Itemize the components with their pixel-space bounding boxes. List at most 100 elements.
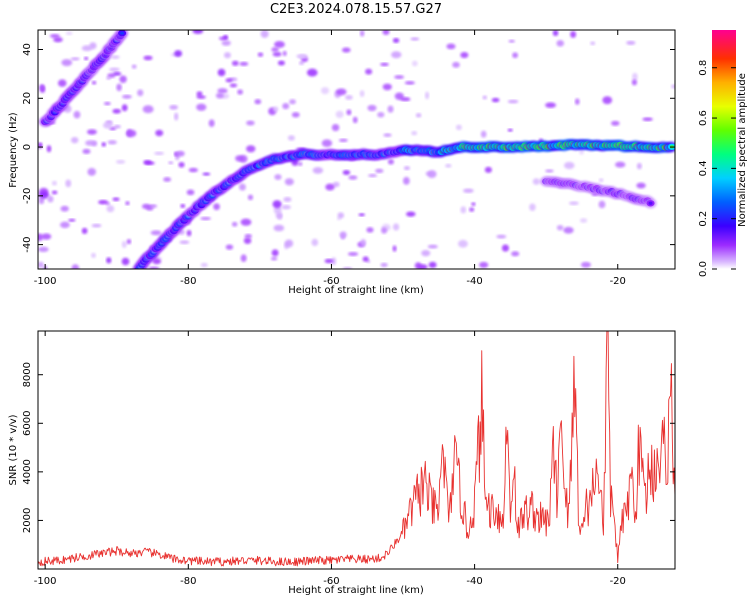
snr-y-tick-label: 4000 [22, 459, 33, 484]
noise-blob [358, 213, 365, 217]
noise-blob [642, 117, 653, 121]
noise-blob [143, 160, 152, 165]
noise-blob [574, 98, 580, 105]
noise-blob [299, 61, 305, 65]
noise-blob [215, 92, 224, 99]
noise-blob [126, 129, 132, 137]
spectrogram-y-ticks: -40 -20 0 20 40 [22, 43, 675, 253]
noise-blob [272, 200, 282, 209]
noise-blob [602, 96, 613, 105]
noise-blob [512, 52, 519, 59]
noise-blob [570, 30, 577, 38]
noise-blob [380, 262, 388, 268]
noise-blob [126, 238, 132, 245]
noise-blob [192, 30, 204, 34]
noise-blob [200, 262, 208, 268]
noise-blob [471, 202, 476, 206]
noise-blob [70, 57, 80, 61]
noise-blob [387, 105, 394, 113]
noise-blob [65, 31, 73, 36]
noise-blob [273, 106, 279, 112]
noise-blob [579, 218, 588, 223]
noise-blob [332, 181, 340, 188]
noise-blob [155, 129, 164, 137]
noise-blob [460, 51, 469, 59]
noise-blob [563, 226, 574, 234]
noise-blob [360, 238, 367, 247]
noise-blob [312, 167, 324, 174]
noise-blob [65, 179, 72, 188]
noise-blob [352, 116, 358, 124]
noise-blob [458, 239, 468, 248]
noise-blob [626, 40, 636, 45]
spectrogram-x-tick-label: -20 [610, 276, 626, 287]
noise-blob [141, 203, 151, 210]
noise-blob [131, 64, 137, 69]
noise-blob [61, 59, 73, 67]
noise-blob [289, 99, 296, 105]
noise-blob [102, 122, 113, 129]
noise-blob [238, 183, 246, 191]
noise-blob [482, 95, 487, 100]
noise-blob [277, 60, 285, 66]
noise-blob [462, 188, 474, 193]
noise-blob [414, 262, 422, 269]
noise-blob [82, 148, 91, 154]
noise-blob [484, 166, 492, 173]
noise-blob [306, 68, 318, 77]
spectrogram-y-tick-label: 0 [22, 144, 33, 150]
noise-blob [382, 30, 390, 35]
noise-blob [532, 178, 540, 185]
noise-blob [341, 47, 351, 53]
noise-blob [179, 240, 190, 245]
noise-blob [38, 233, 44, 241]
snr-x-tick-label: -60 [323, 576, 339, 587]
spectrogram-heat-layer [38, 30, 675, 269]
noise-blob [41, 233, 52, 240]
snr-x-tick-label: -100 [34, 576, 57, 587]
noise-blob [221, 40, 231, 46]
snr-y-label: SNR (10 * v/v) [8, 414, 19, 485]
spectrogram-y-tick-label: -40 [22, 236, 33, 252]
spectrogram-y-label: Frequency (Hz) [8, 112, 19, 188]
noise-blob [580, 261, 591, 268]
noise-blob [291, 112, 300, 118]
noise-blob [556, 224, 564, 231]
spectrogram-x-tick-label: -40 [466, 276, 482, 287]
spectrogram-x-tick-label: -60 [323, 276, 339, 287]
noise-blob [274, 174, 282, 181]
noise-blob [590, 41, 596, 46]
noise-blob [339, 231, 347, 239]
noise-blob [501, 244, 510, 252]
noise-blob [225, 78, 233, 83]
noise-blob [511, 251, 520, 257]
colorbar-tick-label: 0.8 [698, 60, 709, 76]
noise-blob [174, 50, 183, 57]
noise-blob [169, 104, 179, 110]
noise-blob [225, 244, 234, 250]
noise-blob [240, 254, 247, 262]
colorbar-ticks: 0.0 0.2 0.4 0.6 0.8 [698, 60, 736, 277]
noise-blob [406, 211, 416, 217]
noise-blob [188, 167, 198, 173]
snr-x-tick-label: -40 [466, 576, 482, 587]
spectrogram-x-ticks: -100 -80 -60 -40 -20 [34, 30, 626, 287]
snr-x-tick-label: -20 [610, 576, 626, 587]
noise-blob [107, 140, 117, 145]
spectrogram-y-tick-label: 40 [22, 43, 33, 56]
noise-blob [106, 205, 115, 213]
noise-blob [240, 218, 252, 226]
noise-blob [403, 166, 410, 171]
noise-blob [91, 252, 96, 259]
noise-blob [359, 30, 365, 37]
noise-blob [112, 108, 122, 114]
noise-blob [636, 162, 642, 170]
noise-blob [271, 249, 279, 257]
noise-blob [271, 47, 279, 52]
noise-blob [239, 61, 249, 66]
noise-blob [331, 123, 340, 132]
noise-blob [70, 136, 79, 144]
noise-blob [415, 113, 422, 118]
noise-blob [273, 206, 282, 215]
